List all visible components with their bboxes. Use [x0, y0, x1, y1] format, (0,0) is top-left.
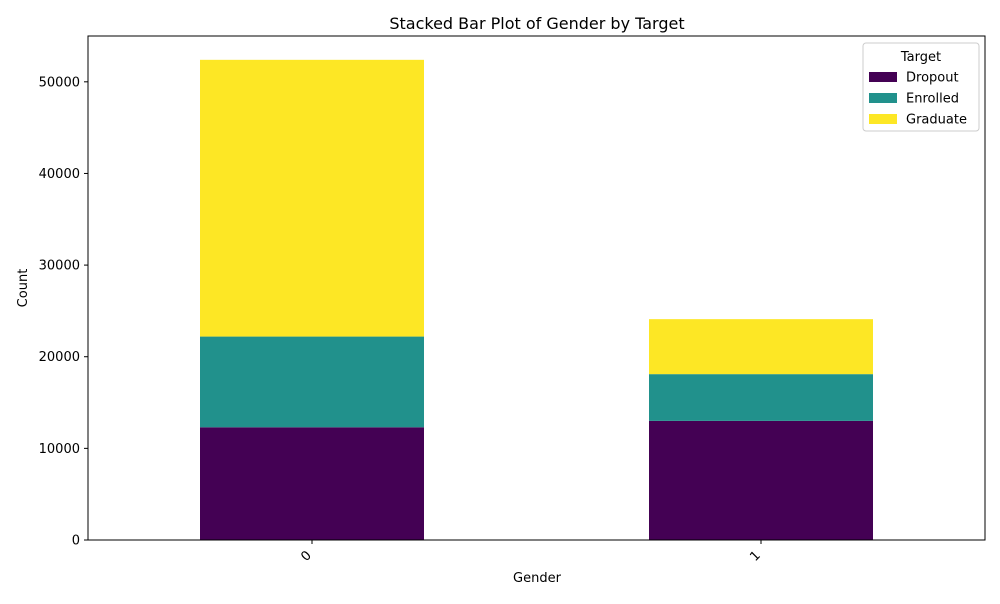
legend-swatch-enrolled: [869, 93, 897, 103]
bar-graduate-0: [200, 59, 424, 337]
y-axis-label: Count: [16, 269, 31, 308]
y-tick-label: 30000: [39, 259, 80, 274]
x-tick-label: 0: [298, 548, 314, 564]
y-tick-label: 40000: [39, 167, 80, 182]
plot-frame: [87, 35, 986, 541]
legend-label-dropout: Dropout: [906, 71, 959, 86]
legend-title: Target: [900, 50, 941, 65]
bar-graduate-1: [649, 319, 873, 375]
legend-swatch-graduate: [869, 114, 897, 124]
y-tick-label: 10000: [39, 442, 80, 457]
bar-enrolled-1: [649, 374, 873, 421]
bar-dropout-1: [649, 420, 873, 540]
bars-group: [200, 59, 873, 540]
y-axis-ticks: 0 10000 20000 30000 40000 50000: [39, 75, 88, 549]
x-tick-label: 1: [747, 548, 763, 564]
bar-enrolled-0: [200, 336, 424, 428]
legend-label-enrolled: Enrolled: [906, 92, 959, 107]
legend-box: [862, 42, 980, 132]
y-tick-label: 20000: [39, 350, 80, 365]
y-tick-label: 50000: [39, 75, 80, 90]
legend-items: Dropout Enrolled Graduate: [869, 71, 967, 128]
x-axis-label: Gender: [513, 571, 562, 586]
y-tick-label: 0: [72, 534, 80, 549]
legend-swatch-dropout: [869, 72, 897, 82]
legend-label-graduate: Graduate: [906, 113, 967, 128]
bar-dropout-0: [200, 427, 424, 540]
chart-title: Stacked Bar Plot of Gender by Target: [389, 14, 684, 33]
legend: Target Dropout Enrolled Graduate: [862, 42, 980, 132]
